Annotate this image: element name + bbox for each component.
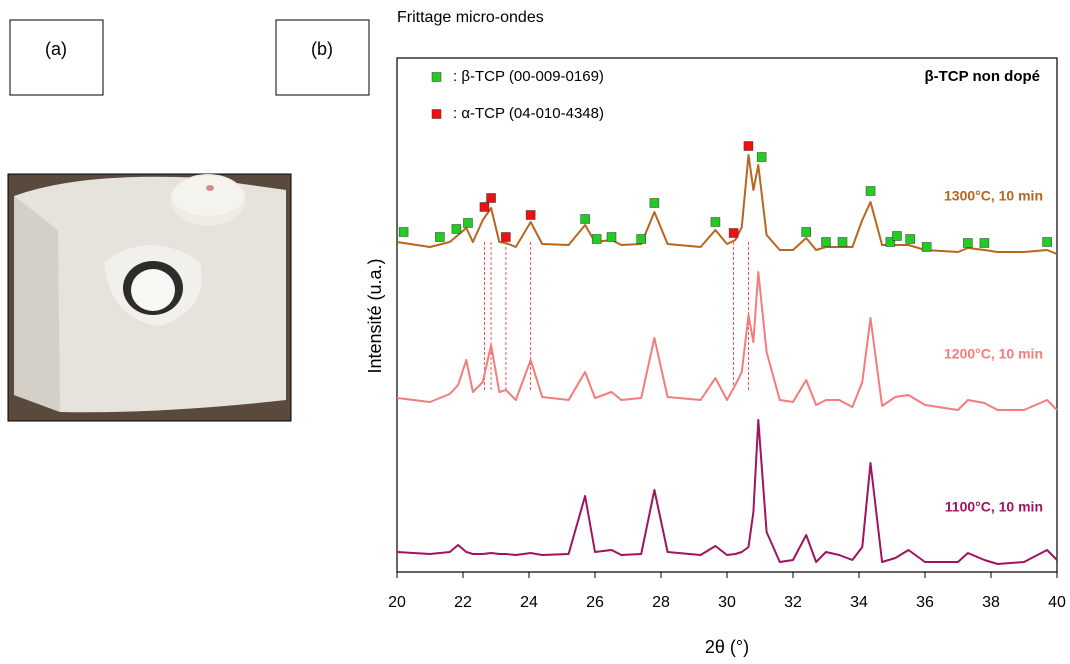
reference-marker: [636, 234, 646, 244]
reference-marker: [435, 232, 445, 242]
legend-label: : α-TCP (04-010-4348): [453, 105, 604, 122]
series-line: [396, 419, 1058, 565]
x-tick-label: 26: [586, 594, 604, 611]
legend-swatch: [431, 109, 442, 119]
reference-marker: [892, 231, 902, 241]
plot-frame: [396, 57, 1058, 573]
reference-marker: [728, 228, 739, 238]
reference-marker: [821, 237, 831, 247]
reference-marker: [801, 227, 811, 237]
legend-swatch: [431, 72, 442, 82]
y-axis-label: Intensité (u.a.): [365, 258, 385, 373]
chart-title: Frittage micro-ondes: [397, 9, 544, 26]
reference-marker: [921, 242, 932, 252]
reference-marker: [649, 198, 660, 208]
reference-marker: [756, 152, 767, 162]
series-line: [396, 154, 1058, 255]
x-tick-label: 34: [850, 594, 868, 611]
reference-marker: [710, 217, 721, 227]
reference-marker: [486, 193, 496, 203]
series-label: 1200°C, 10 min: [944, 346, 1043, 362]
x-tick-label: 22: [454, 594, 472, 611]
x-tick-label: 30: [718, 594, 736, 611]
reference-marker: [1042, 237, 1052, 247]
panel-label-box: [275, 19, 370, 96]
reference-marker: [463, 218, 473, 228]
series-line: [396, 271, 1058, 411]
reference-marker: [743, 141, 754, 151]
reference-marker: [398, 227, 409, 237]
x-tick-label: 20: [388, 594, 406, 611]
reference-marker: [451, 224, 462, 234]
reference-marker: [837, 237, 848, 247]
photo: [7, 173, 292, 422]
x-tick-label: 28: [652, 594, 670, 611]
panel-label: (a): [45, 39, 67, 59]
reference-marker: [885, 237, 896, 247]
x-tick-label: 40: [1048, 594, 1066, 611]
reference-marker: [591, 234, 602, 244]
panel-label-box: [9, 19, 104, 96]
x-axis-label: 2θ (°): [705, 637, 749, 657]
reference-marker: [479, 202, 490, 212]
x-tick-label: 24: [520, 594, 538, 611]
reference-marker: [963, 238, 973, 248]
series-label: 1300°C, 10 min: [944, 188, 1043, 204]
x-tick-label: 38: [982, 594, 1000, 611]
panel-label: (b): [311, 39, 333, 59]
reference-marker: [580, 214, 590, 224]
x-tick-label: 32: [784, 594, 802, 611]
reference-marker: [501, 232, 511, 242]
x-tick-label: 36: [916, 594, 934, 611]
series-label: 1100°C, 10 min: [945, 499, 1043, 515]
reference-marker: [525, 210, 536, 220]
reference-marker: [905, 234, 915, 244]
reference-marker: [865, 186, 876, 196]
reference-marker: [979, 238, 990, 248]
legend-label: : β-TCP (00-009-0169): [453, 68, 604, 85]
annotation: β-TCP non dopé: [924, 68, 1040, 85]
reference-marker: [606, 232, 617, 242]
